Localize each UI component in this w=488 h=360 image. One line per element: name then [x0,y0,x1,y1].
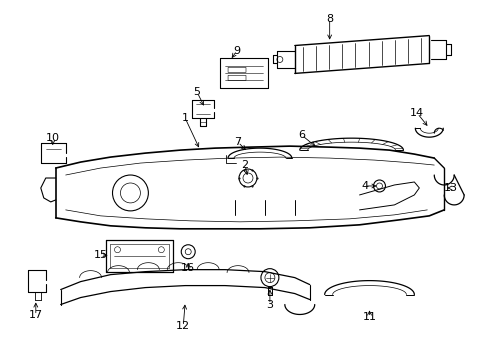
Ellipse shape [264,273,274,283]
Ellipse shape [158,247,164,253]
Ellipse shape [376,183,382,189]
Text: 1: 1 [182,113,188,123]
Text: 11: 11 [362,312,376,323]
Ellipse shape [276,57,282,62]
FancyBboxPatch shape [227,75,245,80]
Text: 3: 3 [266,300,273,310]
Text: 2: 2 [241,160,248,170]
Ellipse shape [120,183,140,203]
Text: 10: 10 [46,133,60,143]
Text: 4: 4 [360,181,367,191]
Ellipse shape [181,245,195,259]
Text: 17: 17 [29,310,43,320]
Ellipse shape [185,249,191,255]
Ellipse shape [114,247,120,253]
Text: 14: 14 [409,108,424,118]
Ellipse shape [112,175,148,211]
Ellipse shape [373,180,385,192]
Text: 8: 8 [325,14,332,24]
Text: 5: 5 [193,87,200,97]
Text: 15: 15 [93,250,107,260]
FancyBboxPatch shape [227,67,245,72]
Ellipse shape [243,173,252,183]
Text: 7: 7 [234,137,241,147]
Ellipse shape [239,169,256,187]
Text: 12: 12 [176,321,190,332]
Ellipse shape [261,269,278,287]
Text: 13: 13 [443,183,457,193]
Text: 9: 9 [233,45,240,55]
Text: 16: 16 [181,263,195,273]
Text: 6: 6 [298,130,305,140]
